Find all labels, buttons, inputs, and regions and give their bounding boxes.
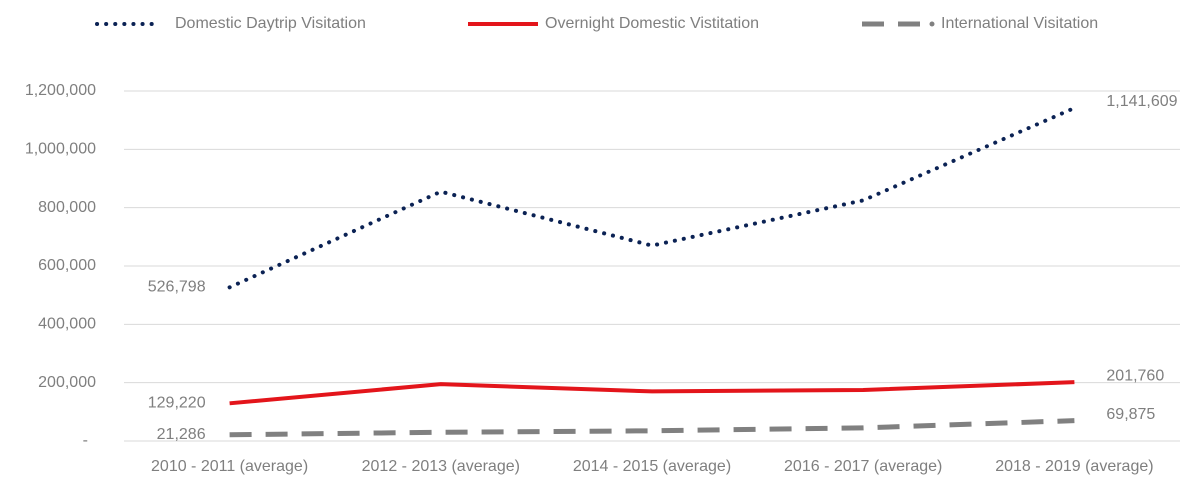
- y-tick-label: 1,000,000: [25, 141, 96, 158]
- series-line: [229, 380, 1075, 406]
- y-tick-label: 600,000: [38, 257, 96, 274]
- y-tick-label: 800,000: [38, 199, 96, 216]
- data-label: 201,760: [1106, 367, 1164, 384]
- data-label: 21,286: [157, 426, 206, 443]
- x-tick-label: 2016 - 2017 (average): [784, 458, 942, 475]
- data-label: 1,141,609: [1106, 93, 1177, 110]
- legend-label: International Visitation: [941, 15, 1098, 32]
- legend-dot: [929, 21, 935, 27]
- x-tick-label: 2014 - 2015 (average): [573, 458, 731, 475]
- series-line: [229, 418, 1075, 438]
- data-label: 526,798: [148, 279, 206, 296]
- legend-label: Overnight Domestic Vistitation: [545, 15, 759, 32]
- x-tick-label: 2018 - 2019 (average): [995, 458, 1153, 475]
- legend-label: Domestic Daytrip Visitation: [175, 15, 366, 32]
- x-tick-label: 2012 - 2013 (average): [362, 458, 520, 475]
- y-tick-label: 400,000: [38, 316, 96, 333]
- y-tick-label: -: [83, 432, 88, 449]
- y-tick-label: 200,000: [38, 374, 96, 391]
- data-label: 69,875: [1106, 406, 1155, 423]
- data-label: 129,220: [148, 395, 206, 412]
- x-tick-label: 2010 - 2011 (average): [151, 458, 308, 475]
- series-line: [227, 106, 1077, 290]
- y-tick-label: 1,200,000: [25, 82, 96, 99]
